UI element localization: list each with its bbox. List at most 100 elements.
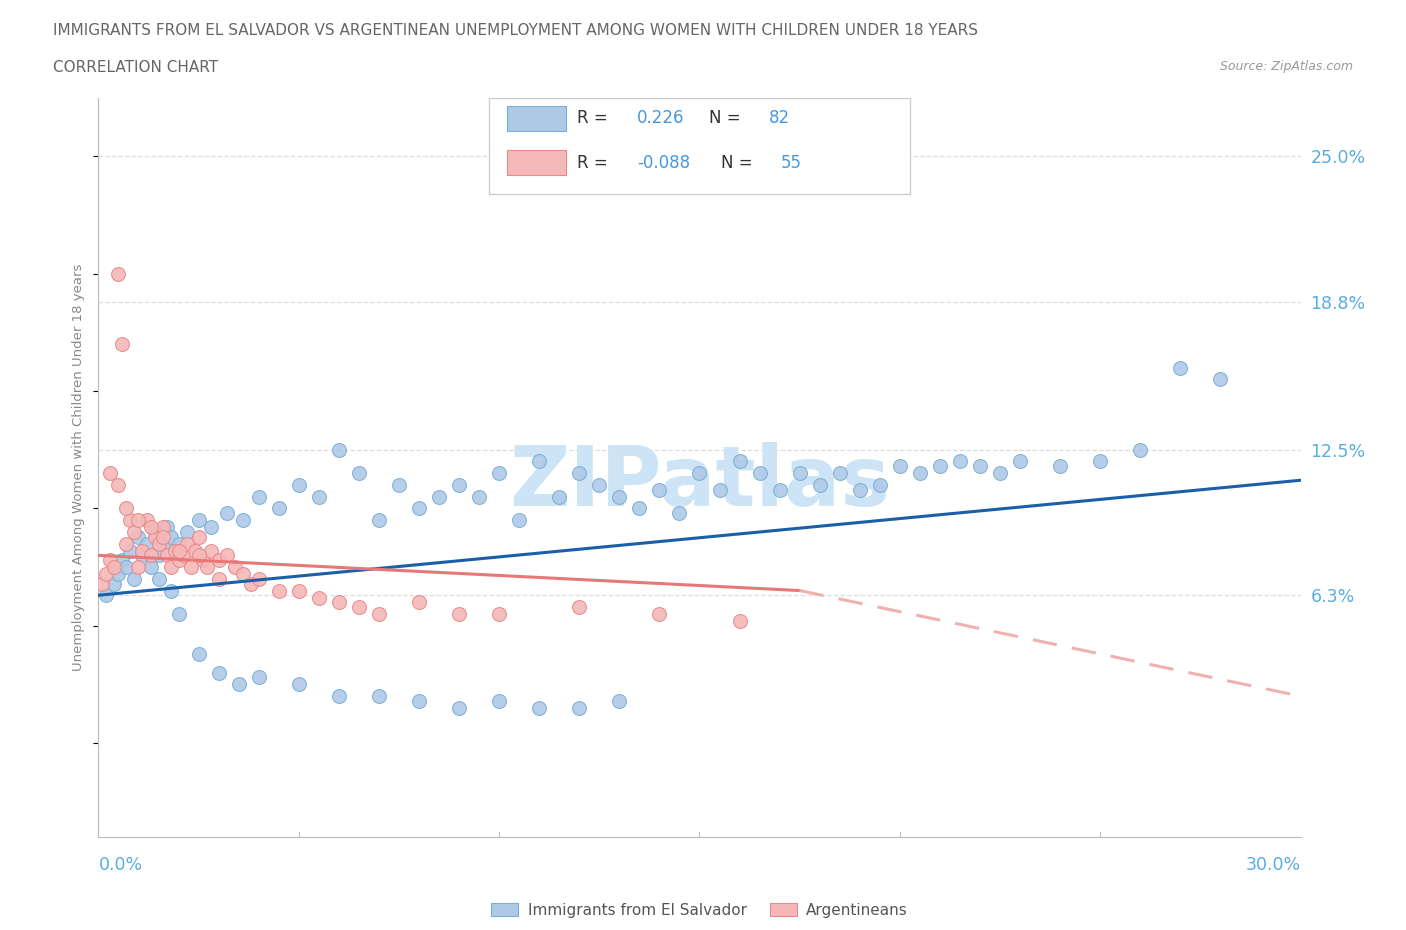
Point	[191, 552, 214, 567]
Point	[183, 543, 205, 558]
Point	[215, 548, 238, 563]
Text: -0.088: -0.088	[637, 153, 690, 172]
Text: 0.226: 0.226	[637, 110, 685, 127]
Point	[163, 543, 186, 558]
Point	[308, 489, 330, 504]
Point	[247, 670, 270, 684]
FancyBboxPatch shape	[508, 106, 567, 131]
Point	[568, 466, 591, 481]
Point	[228, 677, 250, 692]
Point	[949, 454, 972, 469]
Point	[195, 560, 218, 575]
Point	[172, 548, 194, 563]
Point	[200, 543, 222, 558]
Point	[648, 482, 671, 497]
Point	[709, 482, 731, 497]
Point	[447, 477, 470, 492]
Point	[267, 501, 290, 516]
Point	[408, 595, 430, 610]
Point	[107, 266, 129, 281]
Point	[131, 548, 153, 563]
Text: R =: R =	[576, 110, 613, 127]
Point	[889, 458, 911, 473]
Point	[208, 552, 231, 567]
Point	[148, 571, 170, 586]
Point	[167, 606, 190, 621]
Point	[187, 512, 209, 527]
Point	[488, 466, 510, 481]
FancyBboxPatch shape	[508, 150, 567, 175]
Point	[408, 501, 430, 516]
Point	[167, 552, 190, 567]
Point	[568, 600, 591, 615]
Point	[155, 520, 177, 535]
Point	[609, 489, 631, 504]
Point	[828, 466, 851, 481]
Point	[232, 512, 254, 527]
Text: R =: R =	[576, 153, 613, 172]
Point	[769, 482, 792, 497]
Point	[148, 537, 170, 551]
Point	[288, 677, 311, 692]
Text: 30.0%: 30.0%	[1246, 856, 1301, 874]
Point	[135, 537, 157, 551]
Point	[159, 560, 181, 575]
Point	[568, 700, 591, 715]
Point	[308, 591, 330, 605]
Point	[849, 482, 872, 497]
Point	[100, 552, 122, 567]
Text: CORRELATION CHART: CORRELATION CHART	[53, 60, 218, 75]
Point	[96, 566, 118, 581]
Point	[908, 466, 931, 481]
Point	[267, 583, 290, 598]
Point	[488, 606, 510, 621]
Point	[128, 512, 150, 527]
Point	[929, 458, 952, 473]
Point	[208, 571, 231, 586]
Point	[180, 560, 202, 575]
Point	[111, 552, 134, 567]
Point	[789, 466, 811, 481]
Point	[124, 525, 146, 539]
Point	[1170, 360, 1192, 375]
Text: 55: 55	[782, 153, 803, 172]
Point	[368, 512, 391, 527]
Point	[187, 529, 209, 544]
Point	[869, 477, 891, 492]
Point	[152, 520, 174, 535]
Point	[427, 489, 450, 504]
Point	[120, 543, 142, 558]
Point	[187, 548, 209, 563]
Point	[176, 537, 198, 551]
Point	[91, 576, 114, 591]
Text: IMMIGRANTS FROM EL SALVADOR VS ARGENTINEAN UNEMPLOYMENT AMONG WOMEN WITH CHILDRE: IMMIGRANTS FROM EL SALVADOR VS ARGENTINE…	[53, 23, 979, 38]
Text: 0.0%: 0.0%	[98, 856, 142, 874]
Point	[347, 600, 370, 615]
Point	[239, 576, 262, 591]
Point	[288, 477, 311, 492]
Point	[143, 525, 166, 539]
Point	[128, 560, 150, 575]
Point	[131, 543, 153, 558]
Point	[969, 458, 991, 473]
Point	[1129, 443, 1152, 458]
Point	[328, 595, 350, 610]
Point	[368, 606, 391, 621]
Point	[468, 489, 491, 504]
Legend: Immigrants from El Salvador, Argentineans: Immigrants from El Salvador, Argentinean…	[484, 896, 915, 925]
Point	[347, 466, 370, 481]
Point	[115, 501, 138, 516]
Point	[115, 560, 138, 575]
Point	[447, 606, 470, 621]
Point	[100, 466, 122, 481]
Point	[748, 466, 770, 481]
Point	[508, 512, 530, 527]
Point	[288, 583, 311, 598]
Point	[728, 614, 751, 629]
Point	[224, 560, 246, 575]
Point	[628, 501, 651, 516]
Point	[668, 506, 690, 521]
Point	[135, 512, 157, 527]
Point	[143, 529, 166, 544]
Point	[1049, 458, 1071, 473]
